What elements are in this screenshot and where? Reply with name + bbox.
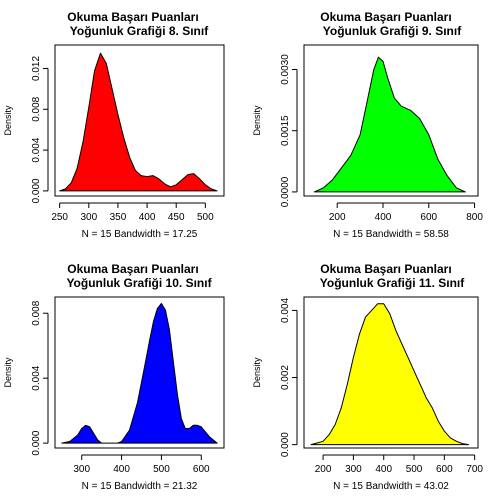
x-tick-label: 400 bbox=[375, 464, 392, 475]
y-tick-label: 0.004 bbox=[31, 365, 42, 390]
y-tick-label: 0.002 bbox=[280, 365, 291, 390]
x-tick-label: 500 bbox=[197, 212, 214, 223]
chart-title-line1: Okuma Başarı Puanları bbox=[320, 262, 451, 276]
y-tick-label: 0.000 bbox=[31, 178, 42, 203]
y-tick-label: 0.008 bbox=[31, 96, 42, 121]
x-tick-label: 300 bbox=[73, 464, 90, 475]
y-axis-label: Density bbox=[252, 105, 262, 136]
chart-title-line2: Yoğunluk Grafiği 11. Sınıf bbox=[320, 276, 465, 290]
x-tick-label: 400 bbox=[113, 464, 130, 475]
chart-title-line2: Yoğunluk Grafiği 10. Sınıf bbox=[66, 276, 212, 290]
density-area bbox=[311, 304, 469, 445]
chart-title-line1: Okuma Başarı Puanları bbox=[67, 10, 198, 24]
x-tick-label: 500 bbox=[153, 464, 170, 475]
y-axis-label: Density bbox=[3, 357, 13, 388]
x-tick-label: 600 bbox=[436, 464, 453, 475]
x-tick-label: 700 bbox=[466, 464, 483, 475]
chart-title-line1: Okuma Başarı Puanları bbox=[320, 10, 451, 24]
x-tick-label: 200 bbox=[329, 212, 346, 223]
x-tick-label: 300 bbox=[80, 212, 97, 223]
y-axis-label: Density bbox=[3, 105, 13, 136]
chart-title-line2: Yoğunluk Grafiği 9. Sınıf bbox=[323, 24, 462, 38]
chart-title-line1: Okuma Başarı Puanları bbox=[67, 262, 198, 276]
chart-title-line2: Yoğunluk Grafiği 8. Sınıf bbox=[70, 24, 209, 38]
x-tick-label: 400 bbox=[139, 212, 156, 223]
x-axis-label: N = 15 Bandwidth = 58.58 bbox=[333, 229, 449, 240]
y-tick-label: 0.004 bbox=[280, 297, 291, 322]
x-tick-label: 250 bbox=[51, 212, 68, 223]
x-tick-label: 600 bbox=[420, 212, 437, 223]
y-tick-label: 0.000 bbox=[31, 430, 42, 455]
y-tick-label: 0.0000 bbox=[280, 176, 291, 207]
x-tick-label: 200 bbox=[315, 464, 332, 475]
density-area bbox=[314, 57, 465, 192]
density-area bbox=[62, 304, 217, 444]
y-tick-label: 0.008 bbox=[31, 300, 42, 325]
y-tick-label: 0.004 bbox=[31, 137, 42, 162]
x-axis-label: N = 15 Bandwidth = 21.32 bbox=[82, 481, 198, 492]
x-tick-label: 800 bbox=[466, 212, 483, 223]
x-tick-label: 600 bbox=[193, 464, 210, 475]
x-tick-label: 450 bbox=[168, 212, 185, 223]
x-tick-label: 300 bbox=[345, 464, 362, 475]
x-tick-label: 350 bbox=[110, 212, 127, 223]
y-axis-label: Density bbox=[252, 357, 262, 388]
x-tick-label: 400 bbox=[375, 212, 392, 223]
y-tick-label: 0.0015 bbox=[280, 115, 291, 146]
x-axis-label: N = 15 Bandwidth = 43.02 bbox=[333, 481, 449, 492]
density-area bbox=[60, 53, 217, 191]
y-tick-label: 0.012 bbox=[31, 56, 42, 81]
y-tick-label: 0.0030 bbox=[280, 54, 291, 85]
y-tick-label: 0.000 bbox=[280, 432, 291, 457]
x-axis-label: N = 15 Bandwidth = 17.25 bbox=[82, 229, 198, 240]
x-tick-label: 500 bbox=[406, 464, 423, 475]
